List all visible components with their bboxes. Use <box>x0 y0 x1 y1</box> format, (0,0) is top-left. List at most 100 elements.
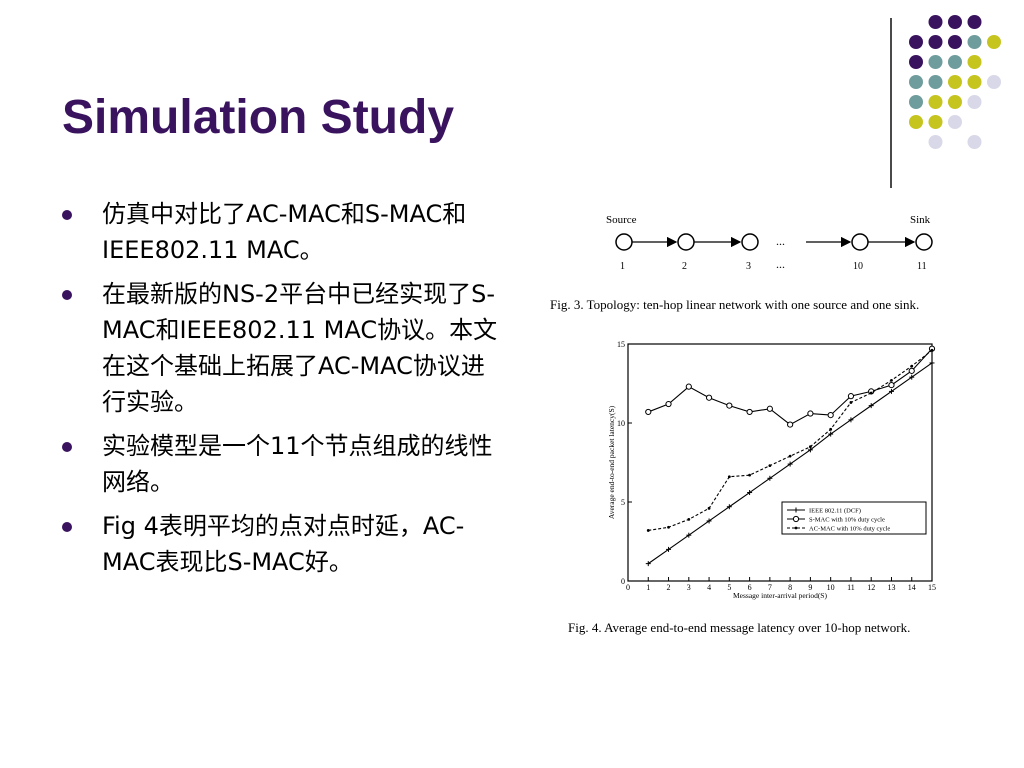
decorative-dot <box>928 35 943 49</box>
node-label: 2 <box>682 261 687 272</box>
x-tick-label: 5 <box>727 583 731 592</box>
node-11 <box>915 233 933 251</box>
data-point <box>667 525 670 529</box>
data-point <box>888 388 894 394</box>
y-tick-label: 15 <box>617 340 625 349</box>
data-point <box>908 367 915 374</box>
legend-entry: IEEE 802.11 (DCF) <box>787 507 861 515</box>
divider-line <box>890 18 892 188</box>
x-tick-label: 9 <box>808 583 812 592</box>
data-point <box>888 381 895 389</box>
decorative-dot <box>909 95 923 109</box>
data-point <box>930 348 934 352</box>
data-point <box>665 400 672 408</box>
decorative-dot <box>948 95 962 109</box>
bullet-text: 仿真中对比了AC-MAC和S-MAC和IEEE802.11 MAC。 <box>102 200 467 264</box>
data-point <box>929 360 935 366</box>
data-point <box>793 507 799 513</box>
decorative-dot <box>909 75 923 89</box>
data-point <box>645 408 652 416</box>
data-point <box>766 405 773 412</box>
decorative-dot <box>987 35 1001 49</box>
data-point <box>645 561 651 567</box>
x-tick-label: 10 <box>827 583 835 592</box>
data-point <box>787 461 793 467</box>
data-point <box>807 410 814 417</box>
decorative-dot <box>967 95 982 109</box>
data-point <box>869 391 873 395</box>
sink-label: Sink <box>910 214 931 226</box>
data-point <box>809 445 812 449</box>
node-10 <box>851 233 869 251</box>
legend-entry: AC-MAC with 10% duty cycle <box>787 526 890 533</box>
bullet-icon <box>62 522 72 532</box>
data-point <box>666 546 672 552</box>
decorative-dot <box>948 75 962 89</box>
data-point <box>746 408 753 416</box>
decorative-dot <box>928 55 943 69</box>
bullet-item: Fig 4表明平均的点对点时延，AC-MAC表现比S-MAC好。 <box>62 508 502 580</box>
node-2 <box>677 233 695 251</box>
data-point <box>829 427 833 431</box>
x-tick-label: 11 <box>847 583 855 592</box>
x-tick-label: 4 <box>707 583 711 592</box>
data-point <box>726 504 732 510</box>
y-tick-label: 5 <box>621 498 625 507</box>
series-group <box>645 360 935 567</box>
legend-label: IEEE 802.11 (DCF) <box>809 508 861 515</box>
legend-label: S-MAC with 10% duty cycle <box>809 517 885 524</box>
decorative-dot <box>928 115 943 129</box>
decorative-dot <box>909 55 923 69</box>
x-tick-label: 7 <box>768 583 772 592</box>
x-tick-label: 6 <box>748 583 752 592</box>
x-tick-label: 12 <box>867 583 875 592</box>
data-point <box>748 473 751 477</box>
node-3 <box>741 233 759 251</box>
data-point <box>787 421 794 428</box>
bullet-item: 仿真中对比了AC-MAC和S-MAC和IEEE802.11 MAC。 <box>62 196 502 268</box>
decorative-dot <box>967 75 982 89</box>
data-point <box>792 515 800 523</box>
series-group <box>645 345 936 428</box>
decorative-dot-grid <box>909 15 1001 149</box>
decorative-dot <box>928 75 943 89</box>
y-tick-label: 0 <box>621 577 625 586</box>
data-point <box>849 401 853 404</box>
decorative-dot <box>928 15 943 29</box>
x-tick-label: 14 <box>908 583 916 592</box>
decorative-dot <box>909 115 923 129</box>
fig4-caption: Fig. 4. Average end-to-end message laten… <box>568 620 910 635</box>
decorative-dot <box>948 35 962 49</box>
decorative-dot <box>967 15 982 29</box>
plot-frame <box>627 343 933 582</box>
topology-figure: Source Sink ... ... 1 2 3 10 11 Fig. 3. … <box>550 214 933 312</box>
data-point <box>707 506 711 510</box>
legend-entry: S-MAC with 10% duty cycle <box>787 515 885 524</box>
series-group <box>646 348 934 532</box>
data-point <box>646 529 650 532</box>
decorative-dot <box>948 15 962 29</box>
bullet-item: 在最新版的NS-2平台中已经实现了S-MAC和IEEE802.11 MAC协议。… <box>62 276 502 420</box>
data-point <box>685 383 692 390</box>
data-point <box>687 517 691 521</box>
data-point <box>847 393 855 400</box>
node-label: 1 <box>620 261 625 272</box>
node-label: 10 <box>853 261 863 272</box>
x-tick-label: 1 <box>646 583 650 592</box>
bullet-list: 仿真中对比了AC-MAC和S-MAC和IEEE802.11 MAC。 在最新版的… <box>62 196 502 588</box>
y-axis-label: Average end-to-end packet latency(S) <box>607 405 616 519</box>
source-label: Source <box>606 214 637 226</box>
x-tick-label: 15 <box>928 583 936 592</box>
data-point <box>727 475 731 479</box>
x-tick-label: 0 <box>626 583 630 592</box>
bullet-icon <box>62 442 72 452</box>
y-tick-label: 10 <box>617 419 625 428</box>
bullet-icon <box>62 210 72 220</box>
decorative-dot <box>928 135 943 149</box>
data-point <box>828 431 834 437</box>
fig3-caption: Fig. 3. Topology: ten-hop linear network… <box>550 297 919 312</box>
bullet-text: 实验模型是一个11个节点组成的线性网络。 <box>102 432 493 496</box>
x-tick-label: 2 <box>667 583 671 592</box>
data-point <box>909 374 915 380</box>
node-label: 3 <box>746 261 751 272</box>
